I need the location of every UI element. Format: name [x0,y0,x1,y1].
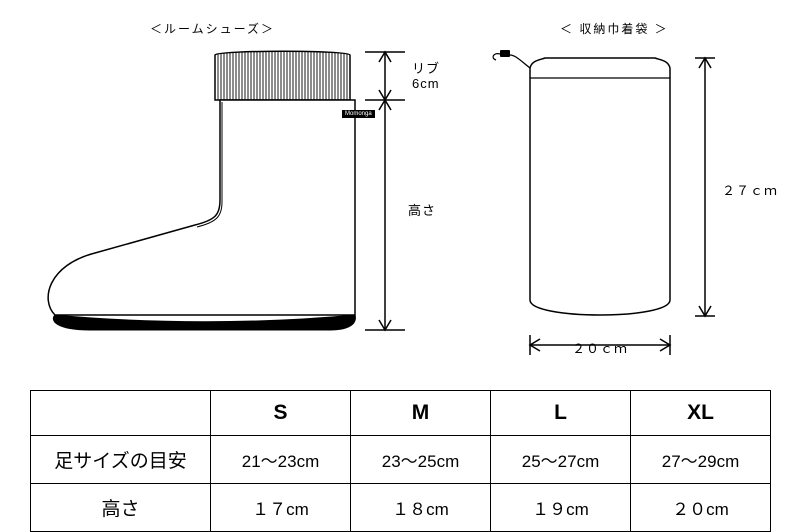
table-row: S M L XL [31,391,771,436]
table-header-l: L [491,391,631,436]
shoe-drawing [48,50,405,330]
bag-height-label: ２７ｃｍ [722,180,778,199]
table-cell: 27～29cm [631,436,771,484]
table-header-xl: XL [631,391,771,436]
table-row: 高さ １７cm １８cm １９cm ２０cm [31,484,771,532]
table-header-m: M [351,391,491,436]
shoe-height-label: 高さ [408,200,436,219]
table-cell: 25～27cm [491,436,631,484]
table-cell: 21～23cm [211,436,351,484]
diagram-svg [0,0,800,390]
bag-width-label: ２０ｃｍ [572,338,628,357]
brand-tag: Momonga [342,110,375,118]
figure-canvas: ＜ルームシューズ＞ ＜ 収納巾着袋 ＞ [0,0,800,530]
table-cell: 23～25cm [351,436,491,484]
table-cell: ２０cm [631,484,771,532]
table-cell: １７cm [211,484,351,532]
table-header-s: S [211,391,351,436]
table-row-label: 高さ [31,484,211,532]
table-cell: １９cm [491,484,631,532]
table-row-label: 足サイズの目安 [31,436,211,484]
table-row: 足サイズの目安 21～23cm 23～25cm 25～27cm 27～29cm [31,436,771,484]
table-cell: １８cm [351,484,491,532]
shoe-rib-label-2: 6cm [412,76,440,91]
table-header-blank [31,391,211,436]
size-table: S M L XL 足サイズの目安 21～23cm 23～25cm 25～27cm… [30,390,771,532]
bag-drawing [493,50,715,355]
shoe-rib-label-1: リブ [412,58,440,77]
